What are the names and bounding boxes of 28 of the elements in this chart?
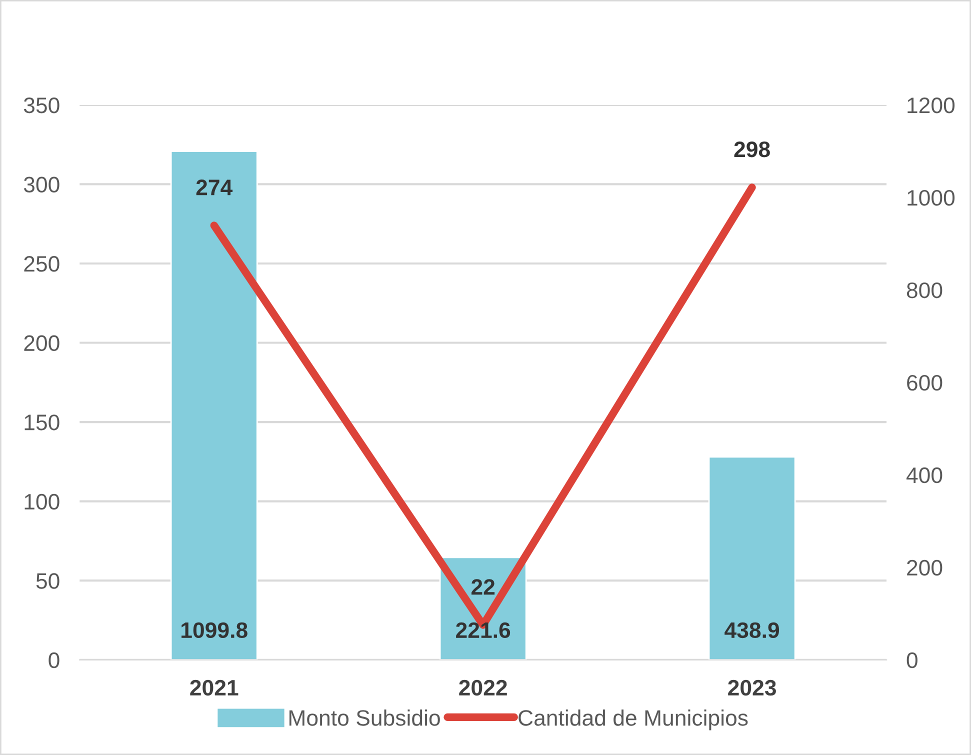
data-label: 274 (196, 180, 233, 196)
x-tick-label: 2022 (459, 680, 507, 696)
x-tick-label: 2021 (190, 680, 238, 696)
y-tick-label: 200 (24, 335, 60, 352)
y-tick-label: 150 (24, 414, 60, 430)
y-tick-label: 350 (24, 97, 60, 114)
y2-tick-label: 400 (906, 467, 942, 484)
data-label: 1099.8 (182, 622, 248, 638)
y-tick-label: 0 (48, 652, 60, 668)
y2-tick-label: 800 (906, 282, 942, 298)
data-label: 22 (471, 579, 495, 595)
y2-tick-label: 1200 (908, 97, 955, 114)
x-tick-label: 2023 (728, 680, 776, 696)
y-tick-label: 250 (24, 256, 60, 272)
legend-label: Cantidad de Municipios (518, 710, 748, 730)
y-tick-label: 50 (36, 573, 60, 589)
legend-label: Monto Subsidio (289, 710, 440, 726)
data-label: 438.9 (724, 622, 780, 638)
y-tick-label: 100 (24, 494, 60, 510)
data-label: 221.6 (456, 622, 510, 638)
data-label: 298 (734, 142, 770, 158)
bar (708, 456, 796, 660)
bar (170, 150, 258, 660)
y2-tick-label: 600 (907, 374, 942, 391)
y2-tick-label: 0 (906, 652, 918, 668)
y-tick-label: 300 (24, 176, 60, 192)
y2-tick-label: 1000 (908, 190, 955, 206)
y2-tick-label: 200 (907, 560, 942, 576)
